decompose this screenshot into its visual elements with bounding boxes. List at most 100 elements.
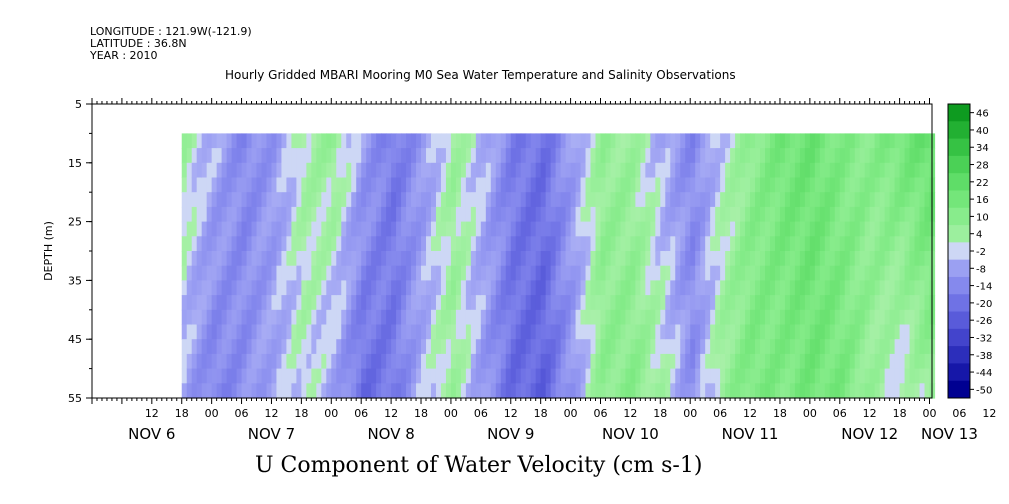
heatmap-cell: [416, 236, 422, 252]
heatmap-cell: [740, 280, 746, 296]
x-hour-label: 00: [803, 407, 817, 420]
heatmap-cell: [341, 280, 347, 296]
heatmap-cell: [296, 148, 302, 164]
heatmap-cell: [670, 339, 676, 355]
heatmap-cell: [660, 148, 666, 164]
heatmap-cell: [595, 265, 602, 281]
heatmap-cell: [555, 265, 562, 281]
heatmap-cell: [750, 309, 756, 326]
heatmap-cell: [914, 221, 921, 237]
heatmap-cell: [720, 192, 726, 208]
heatmap-cell: [261, 192, 268, 208]
heatmap-cell: [361, 383, 367, 399]
heatmap-cell: [760, 251, 766, 267]
heatmap-cell: [450, 309, 457, 326]
heatmap-cell: [545, 192, 552, 208]
heatmap-cell: [520, 265, 527, 281]
heatmap-cell: [550, 368, 557, 384]
heatmap-cell: [236, 339, 243, 355]
heatmap-cell: [366, 324, 372, 340]
heatmap-cell: [241, 295, 248, 311]
heatmap-cell: [700, 192, 706, 208]
heatmap-cell: [585, 251, 592, 267]
heatmap-cell: [844, 162, 851, 179]
heatmap-cell: [555, 251, 562, 267]
heatmap-cell: [784, 353, 791, 370]
heatmap-cell: [570, 280, 577, 296]
heatmap-cell: [829, 162, 836, 179]
heatmap-cell: [774, 236, 781, 252]
heatmap-cell: [914, 192, 921, 208]
heatmap-cell: [281, 383, 288, 399]
heatmap-cell: [396, 206, 402, 223]
heatmap-cell: [515, 383, 522, 399]
heatmap-cell: [889, 309, 896, 326]
heatmap-cell: [680, 383, 686, 399]
heatmap-cell: [191, 295, 198, 311]
heatmap-cell: [550, 236, 557, 252]
heatmap-cell: [311, 236, 317, 252]
heatmap-cell: [510, 148, 517, 164]
heatmap-cell: [480, 251, 487, 267]
heatmap-cell: [450, 251, 457, 267]
heatmap-cell: [460, 309, 467, 326]
heatmap-cell: [366, 133, 372, 149]
heatmap-cell: [635, 221, 641, 237]
heatmap-cell: [515, 221, 522, 237]
heatmap-cell: [266, 265, 273, 281]
heatmap-cell: [675, 236, 681, 252]
heatmap-cell: [700, 383, 706, 399]
heatmap-cell: [221, 324, 228, 340]
heatmap-cell: [266, 295, 273, 311]
heatmap-cell: [854, 353, 861, 370]
heatmap-cell: [216, 265, 223, 281]
heatmap-cell: [625, 133, 631, 149]
heatmap-cell: [366, 339, 372, 355]
heatmap-cell: [834, 221, 841, 237]
heatmap-cell: [879, 133, 886, 149]
heatmap-cell: [520, 148, 527, 164]
heatmap-cell: [924, 309, 931, 326]
heatmap-cell: [411, 280, 417, 296]
heatmap-cell: [226, 295, 233, 311]
heatmap-cell: [426, 383, 432, 399]
heatmap-cell: [426, 280, 432, 296]
heatmap-cell: [585, 353, 592, 370]
heatmap-cell: [406, 353, 412, 370]
heatmap-cell: [844, 133, 851, 149]
heatmap-cell: [196, 353, 203, 370]
heatmap-cell: [814, 280, 821, 296]
heatmap-cell: [809, 251, 816, 267]
heatmap-cell: [191, 192, 198, 208]
heatmap-cell: [301, 251, 307, 267]
heatmap-cell: [316, 280, 322, 296]
heatmap-cell: [720, 280, 726, 296]
heatmap-cell: [685, 221, 691, 237]
heatmap-cell: [650, 309, 656, 326]
heatmap-cell: [760, 133, 766, 149]
heatmap-cell: [500, 324, 507, 340]
heatmap-cell: [919, 280, 926, 296]
heatmap-cell: [465, 192, 472, 208]
heatmap-cell: [306, 133, 312, 149]
x-hour-label: 18: [534, 407, 548, 420]
heatmap-cell: [201, 280, 208, 296]
heatmap-cell: [660, 177, 666, 193]
heatmap-cell: [919, 133, 926, 149]
heatmap-cell: [445, 383, 452, 399]
heatmap-cell: [226, 368, 233, 384]
heatmap-cell: [899, 236, 906, 252]
x-hour-label: 06: [235, 407, 249, 420]
heatmap-cell: [645, 280, 651, 296]
heatmap-cell: [251, 368, 258, 384]
heatmap-cell: [560, 206, 567, 223]
heatmap-cell: [266, 280, 273, 296]
heatmap-cell: [894, 265, 901, 281]
heatmap-cell: [735, 324, 741, 340]
heatmap-cell: [460, 265, 467, 281]
heatmap-cell: [475, 236, 482, 252]
heatmap-cell: [600, 339, 607, 355]
heatmap-cell: [635, 265, 641, 281]
heatmap-cell: [635, 353, 641, 370]
heatmap-cell: [286, 177, 293, 193]
